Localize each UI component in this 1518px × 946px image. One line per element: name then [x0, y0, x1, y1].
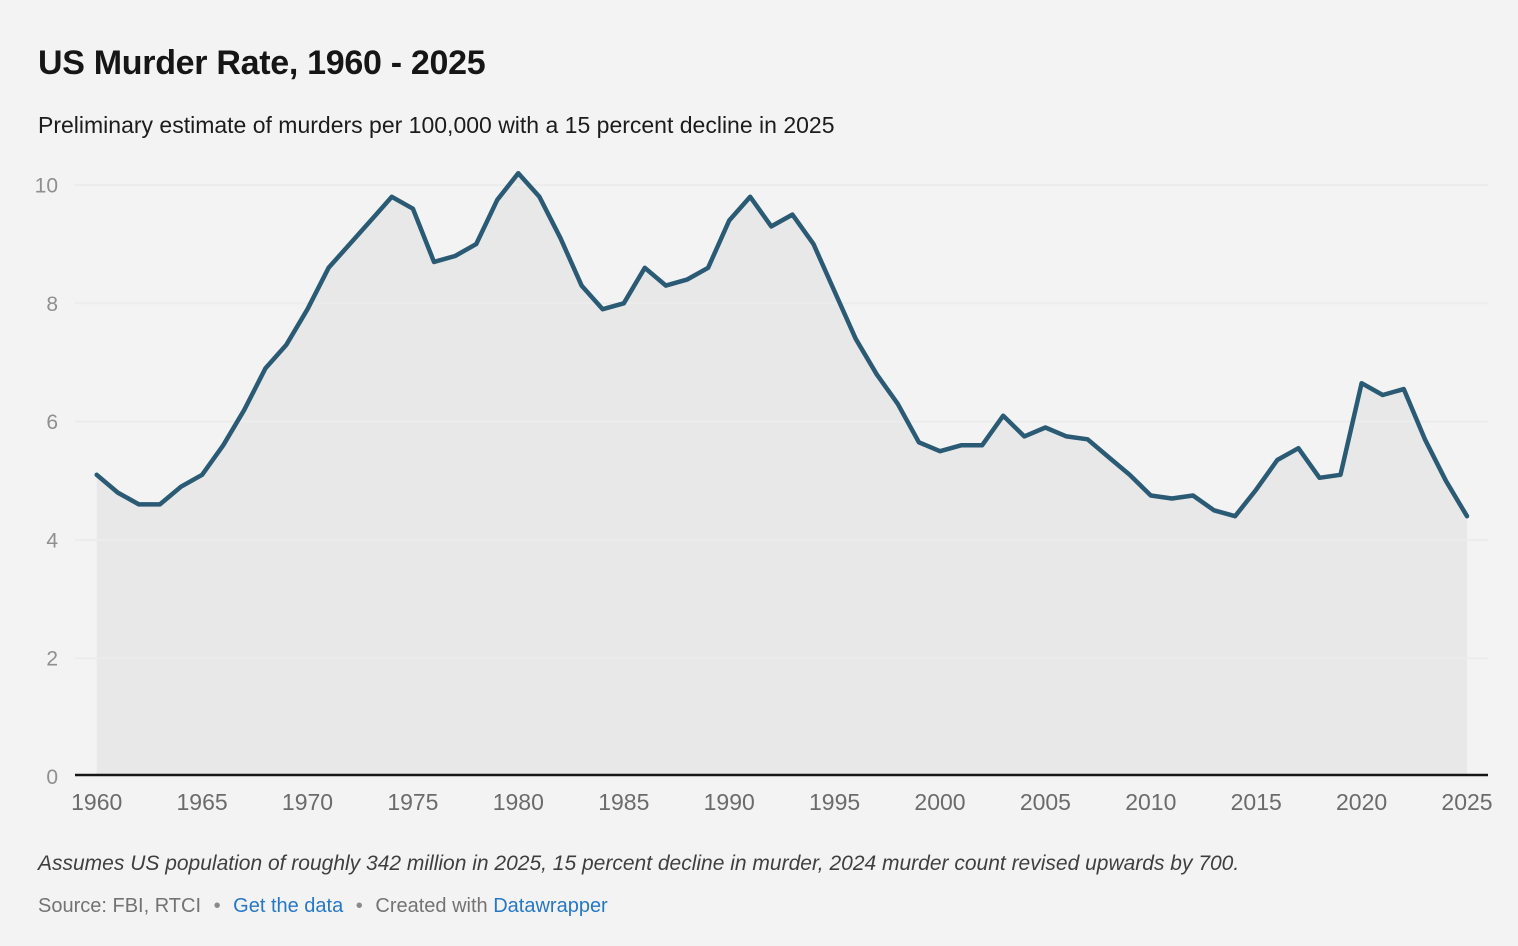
bullet-separator: • [355, 895, 363, 917]
x-axis-label-1980: 1980 [493, 789, 544, 815]
x-axis-label-1965: 1965 [177, 789, 228, 815]
x-axis-label-1975: 1975 [387, 789, 438, 815]
x-axis-label-1990: 1990 [704, 789, 755, 815]
get-the-data-link[interactable]: Get the data [233, 895, 344, 917]
y-axis-label-0: 0 [46, 766, 58, 789]
created-with-text: Created with [375, 895, 488, 917]
datawrapper-link[interactable]: Datawrapper [493, 895, 608, 917]
x-axis-label-1970: 1970 [282, 789, 333, 815]
y-axis-label-8: 8 [46, 293, 58, 316]
y-axis-label-4: 4 [46, 529, 58, 552]
x-axis-label-1995: 1995 [809, 789, 860, 815]
source-line: Source: FBI, RTCI • Get the data • Creat… [38, 895, 608, 918]
chart-title: US Murder Rate, 1960 - 2025 [38, 44, 486, 82]
area-fill [96, 173, 1468, 775]
murder-rate-line [94, 170, 1470, 519]
x-axis-label-2005: 2005 [1020, 789, 1071, 815]
y-axis-label-2: 2 [46, 648, 58, 671]
chart-footnote: Assumes US population of roughly 342 mil… [38, 852, 1240, 875]
y-axis-label-10: 10 [35, 175, 58, 198]
x-axis-label-1960: 1960 [71, 789, 122, 815]
x-axis-label-2000: 2000 [914, 789, 965, 815]
x-axis-label-2025: 2025 [1441, 789, 1492, 815]
chart-subtitle: Preliminary estimate of murders per 100,… [38, 112, 835, 138]
bullet-separator: • [213, 895, 221, 917]
x-axis-label-2015: 2015 [1231, 789, 1282, 815]
x-axis-label-2010: 2010 [1125, 789, 1176, 815]
x-axis-label-1985: 1985 [598, 789, 649, 815]
y-axis-label-6: 6 [46, 411, 58, 434]
source-text: Source: FBI, RTCI [38, 895, 202, 917]
x-axis-label-2020: 2020 [1336, 789, 1387, 815]
